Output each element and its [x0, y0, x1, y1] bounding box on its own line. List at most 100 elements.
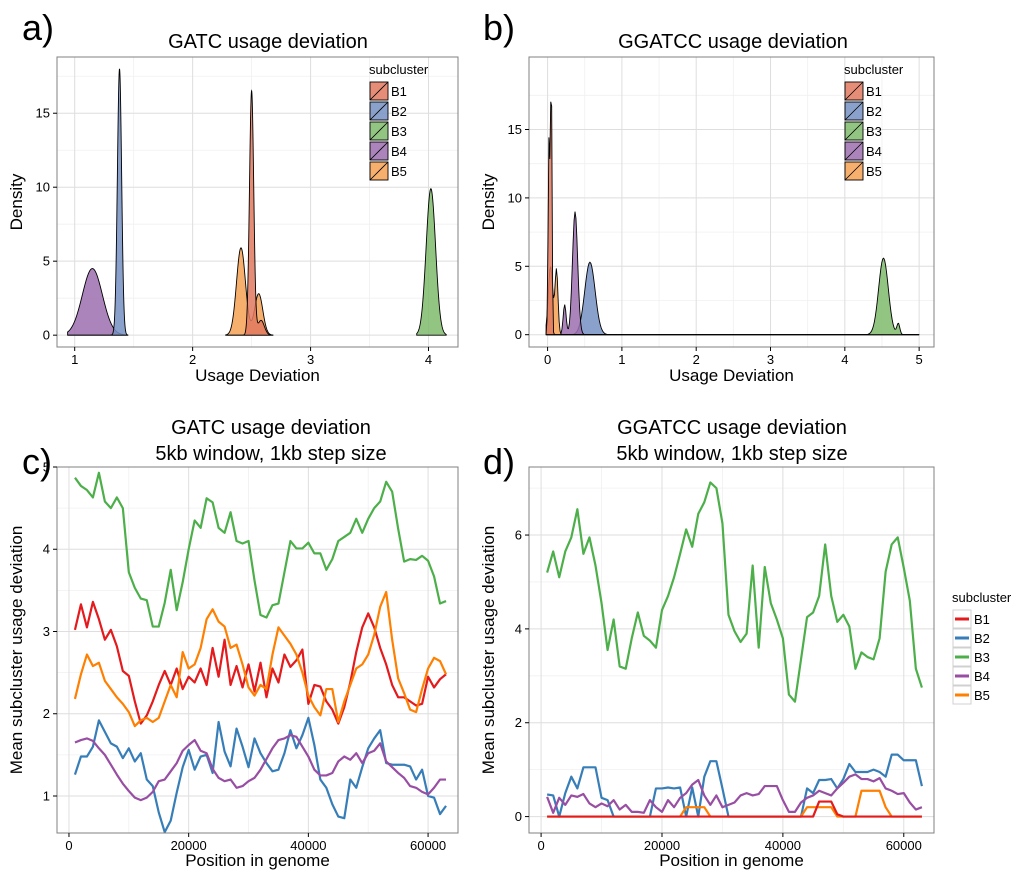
chart-title: GATC usage deviation [168, 31, 368, 53]
y-tick-label: 2 [43, 706, 50, 721]
panel-label: d) [483, 441, 515, 482]
y-tick-label: 6 [515, 528, 522, 543]
panel-label: a) [22, 7, 54, 48]
y-tick-label: 4 [43, 542, 50, 557]
y-tick-label: 5 [43, 254, 50, 269]
series-line-b4 [546, 773, 923, 814]
y-tick-label: 5 [43, 460, 50, 475]
density-area-b3 [416, 188, 447, 336]
y-axis-label: Density [7, 173, 26, 230]
legend: subcluster B1 B2 B3 B4 B5 [844, 62, 904, 181]
data-layer [546, 481, 923, 818]
legend: subcluster B1 B2 B3 B4 B5 [952, 590, 1012, 705]
panel-b: b) GGATCC usage deviation 0 1 2 3 4 5 0 5 10 15 Usag… [479, 7, 935, 385]
x-tick-label: 5 [916, 352, 923, 367]
chart-title: GATC usage deviation [171, 417, 371, 439]
chart-subtitle: 5kb window, 1kb step size [616, 443, 847, 465]
x-axis-label: Position in genome [185, 851, 330, 870]
panel-c: c) GATC usage deviation 5kb window, 1kb st… [7, 417, 459, 870]
legend-label: B5 [391, 164, 407, 179]
x-tick-label: 40000 [290, 838, 326, 853]
x-tick-label: 0 [544, 352, 551, 367]
legend-label: B4 [391, 144, 407, 159]
series-line-b4 [74, 734, 447, 802]
density-area-b1 [225, 89, 274, 336]
y-tick-label: 5 [515, 259, 522, 274]
legend-label: B2 [974, 631, 990, 646]
y-tick-label: 10 [36, 180, 50, 195]
legend-title: subcluster [844, 62, 904, 77]
x-tick-label: 4 [425, 352, 432, 367]
chart-title: GGATCC usage deviation [617, 417, 847, 439]
y-tick-label: 0 [43, 328, 50, 343]
x-tick-label: 1 [71, 352, 78, 367]
legend-swatch-slash [844, 81, 864, 101]
legend-label: B1 [974, 612, 990, 627]
panel-a: a) GATC usage deviation 1 2 3 4 0 5 10 15 Usage De… [7, 7, 459, 385]
x-tick-label: 60000 [886, 838, 922, 853]
data-layer [73, 471, 448, 833]
y-axis-label: Mean subcluster usage deviation [7, 526, 26, 775]
legend-swatch-slash [369, 101, 389, 121]
plot-area [529, 467, 934, 833]
legend-swatch-slash [844, 101, 864, 121]
data-layer [67, 68, 447, 336]
legend-label: B5 [974, 688, 990, 703]
y-tick-label: 0 [515, 809, 522, 824]
density-area-b3 [546, 257, 920, 336]
plot-frame [56, 56, 459, 348]
legend-label: B4 [974, 669, 990, 684]
plot-frame [56, 466, 459, 834]
legend: subcluster B1 B2 B3 B4 B5 [369, 62, 429, 181]
legend-swatch-slash [369, 161, 389, 181]
y-tick-label: 15 [36, 106, 50, 121]
x-tick-label: 60000 [410, 838, 446, 853]
x-axis-label: Usage Deviation [195, 366, 320, 385]
legend-label: B4 [866, 144, 882, 159]
y-tick-label: 1 [43, 788, 50, 803]
x-tick-label: 20000 [644, 838, 680, 853]
x-tick-label: 20000 [171, 838, 207, 853]
legend-swatch-slash [844, 141, 864, 161]
legend-swatch-slash [369, 81, 389, 101]
x-tick-label: 2 [189, 352, 196, 367]
panel-label: c) [22, 441, 52, 482]
x-tick-label: 4 [841, 352, 848, 367]
plot-frame [528, 56, 935, 348]
y-tick-label: 2 [515, 715, 522, 730]
legend-label: B2 [391, 104, 407, 119]
x-axis-label: Usage Deviation [669, 366, 794, 385]
x-tick-label: 0 [65, 838, 72, 853]
x-tick-label: 0 [537, 838, 544, 853]
legend-label: B3 [866, 124, 882, 139]
legend-title: subcluster [952, 590, 1012, 605]
legend-swatch-slash [369, 141, 389, 161]
legend-label: B3 [391, 124, 407, 139]
density-area-b2 [67, 68, 129, 336]
series-line-b3 [546, 481, 923, 703]
series-line-b5 [73, 590, 448, 728]
y-axis-label: Density [479, 173, 498, 230]
legend-label: B3 [974, 650, 990, 665]
legend-label: B1 [866, 84, 882, 99]
legend-label: B1 [391, 84, 407, 99]
panel-d: d) GGATCC usage deviation 5kb window, 1kb … [479, 417, 1012, 870]
legend-swatch-slash [844, 161, 864, 181]
y-tick-label: 15 [508, 122, 522, 137]
legend-label: B5 [866, 164, 882, 179]
x-tick-label: 2 [693, 352, 700, 367]
legend-title: subcluster [369, 62, 429, 77]
y-tick-label: 4 [515, 621, 522, 636]
y-tick-label: 0 [515, 327, 522, 342]
chart-subtitle: 5kb window, 1kb step size [155, 443, 386, 465]
series-line-b3 [74, 471, 447, 628]
legend-label: B2 [866, 104, 882, 119]
x-tick-label: 1 [618, 352, 625, 367]
y-tick-label: 3 [43, 624, 50, 639]
x-tick-label: 3 [767, 352, 774, 367]
plot-frame [528, 466, 935, 834]
legend-swatch-slash [369, 121, 389, 141]
series-line-b1 [73, 600, 447, 725]
panel-label: b) [483, 7, 515, 48]
